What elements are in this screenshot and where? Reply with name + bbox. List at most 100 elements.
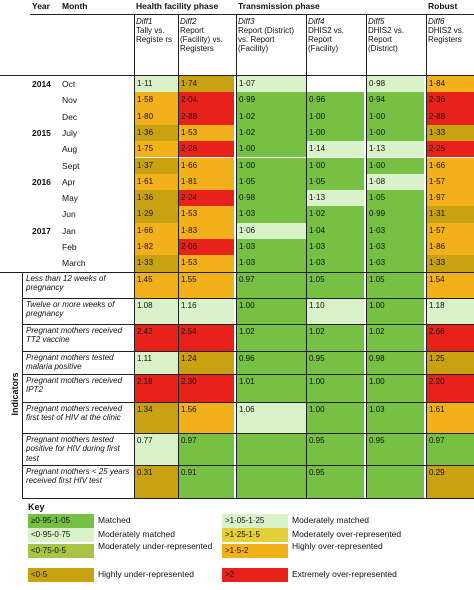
value-cell: 1·00: [366, 108, 424, 125]
value-cell: 1.18: [426, 297, 474, 324]
value-cell: 1.00: [366, 297, 424, 324]
value-cell: 1.01: [236, 373, 306, 402]
row-divider: [22, 497, 474, 499]
value-cell: 1·37: [134, 157, 178, 174]
value-cell: 1.00: [306, 401, 364, 433]
key-description: Moderately under-represented: [98, 541, 213, 551]
value-cell: 1.02: [366, 323, 424, 351]
section-rule: [0, 271, 474, 273]
month-cell: Jun: [62, 209, 76, 220]
header-rule: [0, 75, 474, 76]
value-cell: 1·00: [366, 157, 424, 174]
year-cell: 2017: [32, 225, 51, 236]
diff5-header: Diff5 DHIS2 vs. Report (District): [366, 16, 424, 74]
value-cell: 1·02: [236, 124, 306, 142]
value-cell: 1.24: [178, 350, 234, 374]
value-cell: 2·36: [426, 92, 474, 109]
value-cell: 1·00: [306, 108, 364, 125]
value-cell: 2.54: [178, 323, 234, 351]
value-cell: 1·05: [366, 190, 424, 207]
value-cell: 1·36: [134, 124, 178, 142]
value-cell: 0.96: [236, 350, 306, 374]
row-divider: [22, 350, 474, 352]
value-cell: 1·03: [366, 255, 424, 272]
column-divider: [426, 14, 427, 498]
indicators-axis-label: Indicators: [10, 372, 20, 416]
value-cell: 0·99: [236, 92, 306, 109]
row-divider: [22, 373, 474, 375]
value-cell: 2.18: [134, 373, 178, 402]
value-cell: 0.95: [306, 432, 364, 465]
key-swatch: ≥0·95-1·05: [28, 514, 94, 528]
value-cell: 1·03: [236, 239, 306, 256]
value-cell: 1·33: [426, 255, 474, 272]
month-cell: Jan: [62, 225, 76, 236]
value-cell: 2·25: [426, 141, 474, 158]
robust-header: Robust: [428, 1, 458, 11]
value-cell: 1.34: [134, 401, 178, 433]
key-description: Matched: [98, 515, 131, 525]
value-cell: 1·61: [134, 173, 178, 191]
diff4-desc: DHIS2 vs. Report (Facility): [308, 26, 345, 53]
month-header: Month: [62, 1, 88, 11]
month-cell: Sept: [62, 160, 80, 171]
value-cell: [236, 432, 306, 465]
value-cell: 1.05: [366, 271, 424, 298]
key-description: Moderately matched: [292, 515, 370, 525]
value-cell: 1·00: [366, 124, 424, 142]
key-swatch: <0·95-0·75: [28, 528, 94, 542]
health-facility-phase-header: Health facility phase: [136, 1, 219, 11]
value-cell: 0.95: [366, 432, 424, 465]
value-cell: 1·66: [178, 157, 234, 174]
value-cell: 1·02: [236, 108, 306, 125]
value-cell: 1·66: [134, 222, 178, 239]
value-cell: [236, 464, 306, 498]
value-cell: 1·00: [236, 157, 306, 174]
value-cell: 1·53: [178, 206, 234, 223]
value-cell: 1·53: [178, 255, 234, 272]
value-cell: 1·84: [426, 76, 474, 93]
value-cell: 1.54: [426, 271, 474, 298]
value-cell: 1.03: [366, 401, 424, 433]
value-cell: 0.31: [134, 464, 178, 498]
value-cell: 1.02: [306, 323, 364, 351]
value-cell: [306, 76, 364, 93]
value-cell: 1·29: [134, 206, 178, 223]
value-cell: 2·88: [178, 108, 234, 125]
value-cell: 1·53: [178, 124, 234, 142]
value-cell: 1·03: [306, 239, 364, 256]
transmission-phase-header: Transmission phase: [238, 1, 320, 11]
value-cell: 1·00: [306, 124, 364, 142]
row-divider: [22, 323, 474, 325]
diff3-desc: Report (District) vs. Report (Facility): [238, 26, 295, 53]
value-cell: 1·11: [134, 76, 178, 93]
value-cell: 1.05: [306, 271, 364, 298]
value-cell: 1·14: [306, 141, 364, 158]
value-cell: 1·02: [306, 206, 364, 223]
value-cell: 1·36: [134, 190, 178, 207]
key-description: Highly over-represented: [292, 541, 383, 551]
indicator-label: Pregnant mothers received TT2 vaccine: [26, 325, 123, 345]
key-swatch: <0·5: [28, 568, 94, 582]
value-cell: 0.95: [306, 464, 364, 498]
value-cell: 0.95: [306, 350, 364, 374]
indicator-label: Pregnant mothers tested malaria positive: [26, 352, 114, 372]
value-cell: 0·94: [366, 92, 424, 109]
value-cell: 0.97: [426, 432, 474, 465]
row-divider: [22, 297, 474, 299]
value-cell: 1·00: [306, 157, 364, 174]
indicator-label: Pregnant mothers < 25 years received fir…: [26, 466, 130, 486]
value-cell: 1·06: [236, 222, 306, 239]
indicator-label: Less than 12 weeks of pregnancy: [26, 273, 106, 293]
value-cell: 1·03: [366, 239, 424, 256]
row-divider: [22, 432, 474, 434]
value-cell: 0.29: [426, 464, 474, 498]
diff1-header: Diff1 Tally vs. Registe rs: [134, 16, 178, 74]
month-cell: July: [62, 127, 78, 138]
value-cell: 0.91: [178, 464, 234, 498]
key-swatch: >2: [222, 568, 288, 582]
indicator-label: Twelve or more weeks of pregnancy: [26, 299, 115, 319]
diff3-header: Diff3 Report (District) vs. Report (Facil…: [236, 16, 306, 74]
diff2-desc: Report (Facility) vs. Registers: [180, 26, 223, 53]
key-swatch: >1·25-1·5: [222, 528, 288, 542]
